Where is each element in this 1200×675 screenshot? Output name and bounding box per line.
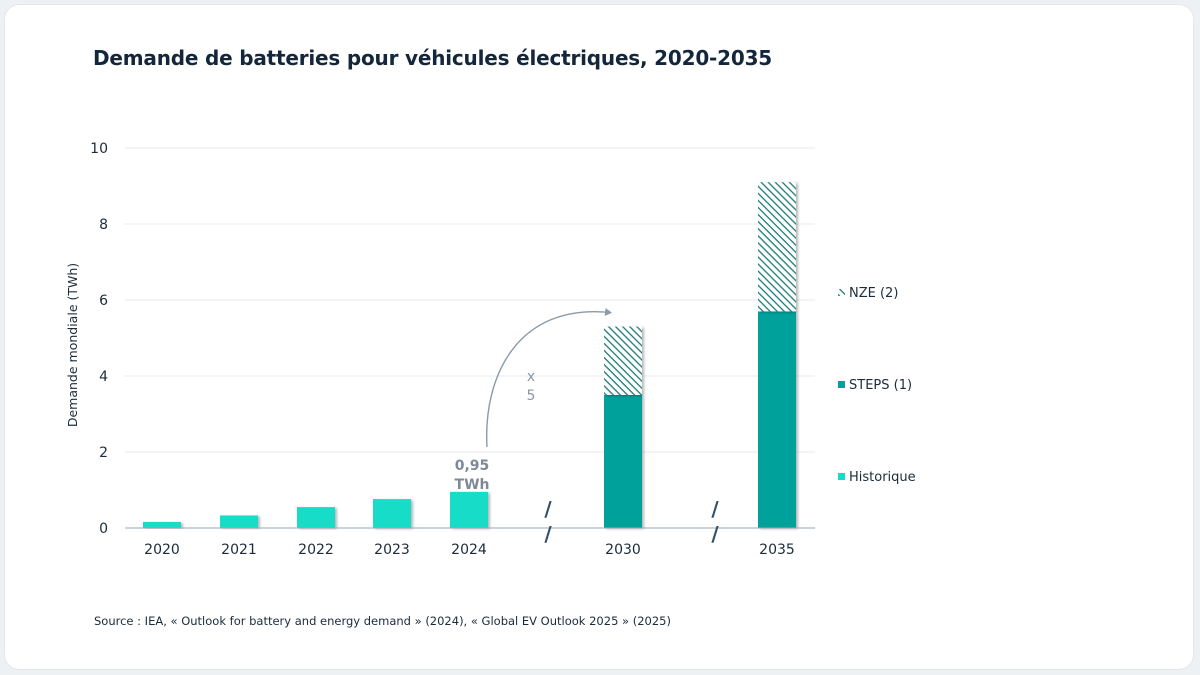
- axis-break-mark-2-2: /: [711, 522, 719, 546]
- source-note: Source : IEA, « Outlook for battery and …: [94, 614, 671, 628]
- x-tick-label-2021: 2021: [221, 542, 257, 558]
- annotations: 0,95 TWh x 5: [455, 307, 612, 493]
- legend: NZE (2) STEPS (1) Historique: [838, 286, 916, 485]
- y-tick-label-4: 4: [99, 369, 108, 385]
- x-tick-label-2035: 2035: [759, 542, 795, 558]
- bars: [143, 182, 796, 528]
- x-tick-label-2024: 2024: [451, 542, 487, 558]
- chart-card: [5, 5, 1193, 669]
- y-tick-label-8: 8: [99, 217, 108, 233]
- y-tick-label-2: 2: [99, 445, 108, 461]
- axis-break-mark-2-1: /: [711, 497, 719, 521]
- bar-2024-historique: [450, 491, 488, 528]
- x-tick-label-2020: 2020: [144, 542, 180, 558]
- y-tick-label-6: 6: [99, 293, 108, 309]
- bar-2030-nze-2: [604, 326, 642, 395]
- bar-2030-steps-1: [604, 395, 642, 528]
- value-label-2024-amount: 0,95: [455, 458, 490, 474]
- gridlines: [125, 147, 815, 453]
- legend-swatch-historique: [838, 473, 845, 480]
- legend-label-historique: Historique: [849, 470, 916, 485]
- legend-swatch-steps-1: [838, 381, 845, 388]
- x-tick-label-2022: 2022: [298, 542, 334, 558]
- y-tick-label-0: 0: [99, 521, 108, 537]
- legend-swatch-nze-2: [838, 289, 845, 296]
- y-axis-title: Demande mondiale (TWh): [65, 263, 80, 427]
- axes: 0 2 4 6 8 10 Demande mondiale (TWh) 2020 2021 202…: [65, 141, 815, 558]
- y-tick-label-10: 10: [90, 141, 108, 157]
- axis-break-mark-1-1: /: [544, 497, 552, 521]
- multiplier-x: x: [527, 369, 535, 385]
- bar-2022-historique: [297, 507, 335, 528]
- bar-2035-nze-2: [758, 182, 796, 312]
- bar-2035-steps-1: [758, 311, 796, 528]
- bar-2020-historique: [143, 521, 181, 528]
- legend-label-nze-2: NZE (2): [849, 286, 898, 301]
- x-tick-label-2030: 2030: [605, 542, 641, 558]
- x-tick-label-2023: 2023: [374, 542, 410, 558]
- multiplier-value: 5: [527, 388, 536, 404]
- bar-2023-historique: [373, 499, 411, 528]
- value-label-2024-unit: TWh: [455, 477, 490, 493]
- growth-arrow: [486, 307, 612, 448]
- chart-title: Demande de batteries pour véhicules élec…: [93, 46, 773, 70]
- legend-label-steps-1: STEPS (1): [849, 378, 912, 393]
- bar-2021-historique: [220, 515, 258, 528]
- axis-break-mark-1-2: /: [544, 522, 552, 546]
